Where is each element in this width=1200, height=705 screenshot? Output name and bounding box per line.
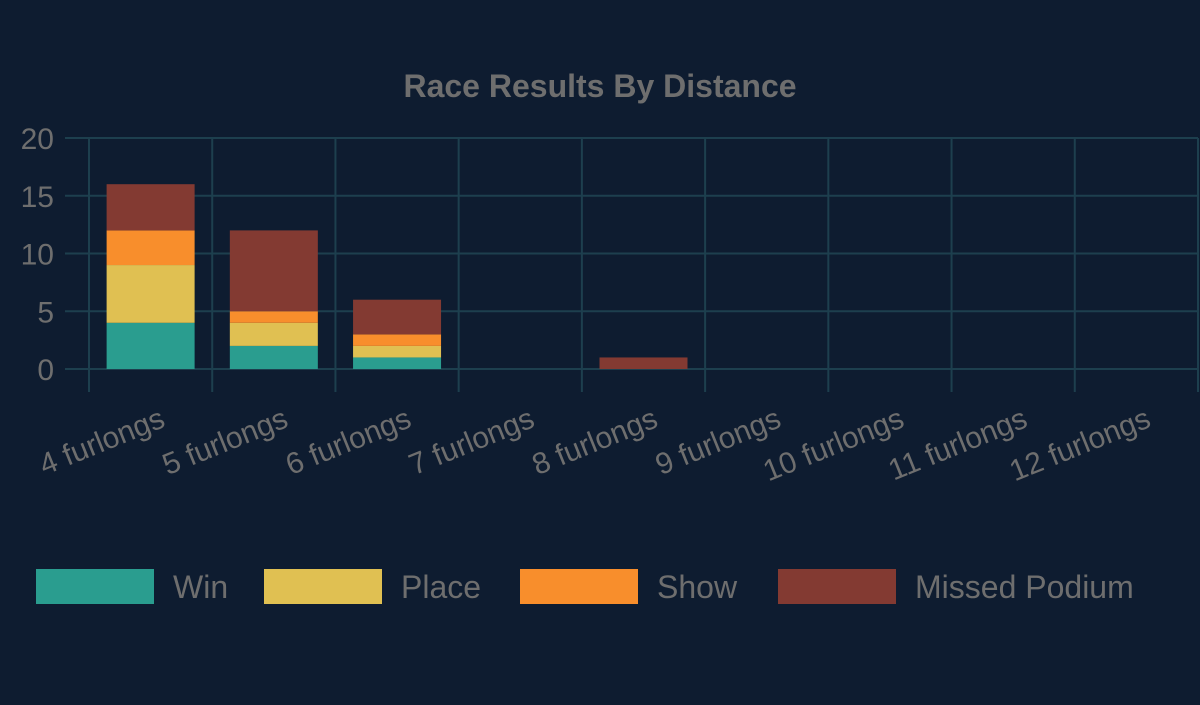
x-tick-label: 11 furlongs [884,402,1032,487]
chart-title: Race Results By Distance [403,68,796,104]
x-tick-label: 8 furlongs [528,402,663,482]
legend: Win Place Show Missed Podium [36,569,1134,605]
bar-segment [353,299,442,335]
bar-segment [106,265,195,323]
bar-segment [106,184,195,231]
legend-swatch [778,569,896,604]
x-tick-label: 4 furlongs [35,402,170,482]
legend-label: Place [401,569,481,605]
legend-swatch [36,569,154,604]
bar-segment [229,345,318,369]
bar-segment [353,345,442,358]
bar-segment [106,230,195,266]
x-tick-label: 5 furlongs [158,402,293,482]
legend-swatch [520,569,638,604]
legend-label: Show [657,569,738,605]
bar-segment [106,322,195,369]
y-axis: 0 5 10 15 20 [21,123,54,387]
y-tick-label: 0 [37,354,54,387]
x-tick-label: 6 furlongs [281,402,416,482]
y-tick-label: 20 [21,123,54,156]
bars [106,184,688,369]
bar-segment [229,230,318,312]
bar-segment [353,357,442,369]
legend-label: Win [173,569,228,605]
bar-segment [229,322,318,346]
x-tick-label: 7 furlongs [404,402,539,482]
y-tick-label: 5 [37,296,54,329]
y-tick-label: 15 [21,181,54,214]
legend-swatch [264,569,382,604]
bar-segment [353,334,442,346]
bar-segment [599,357,688,369]
y-tick-label: 10 [21,239,54,272]
bar-segment [229,311,318,323]
legend-label: Missed Podium [915,569,1134,605]
x-tick-label: 10 furlongs [759,402,909,488]
x-tick-label: 12 furlongs [1005,402,1155,488]
